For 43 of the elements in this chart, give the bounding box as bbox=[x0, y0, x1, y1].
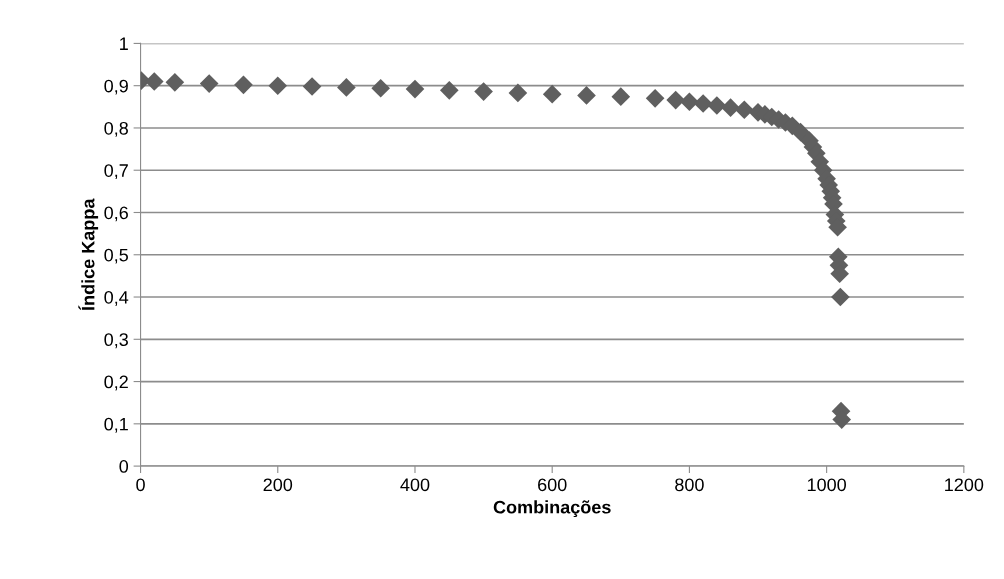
point bbox=[199, 74, 219, 93]
point bbox=[734, 100, 754, 120]
point bbox=[666, 90, 686, 110]
point bbox=[474, 82, 493, 101]
y-tick-label: 0,2 bbox=[104, 375, 128, 391]
x-axis-title: Combinações bbox=[493, 500, 611, 518]
y-tick-label: 1 bbox=[120, 37, 128, 50]
point bbox=[144, 72, 164, 91]
x-tick-label: 0 bbox=[136, 478, 145, 492]
x-tick-label: 200 bbox=[263, 478, 293, 492]
y-tick-label: 0,3 bbox=[104, 333, 128, 349]
point bbox=[721, 98, 740, 117]
point bbox=[405, 79, 425, 99]
point bbox=[371, 78, 390, 98]
x-tick-label: 1000 bbox=[807, 478, 847, 492]
point bbox=[337, 78, 356, 97]
point bbox=[577, 86, 596, 105]
point bbox=[645, 89, 665, 108]
y-tick-label: 0,7 bbox=[104, 164, 128, 180]
point bbox=[439, 81, 459, 100]
point bbox=[611, 87, 631, 106]
point bbox=[234, 75, 253, 95]
point bbox=[268, 76, 288, 96]
y-tick-label: 0,4 bbox=[104, 290, 129, 306]
x-tick-label: 800 bbox=[675, 478, 704, 492]
point bbox=[165, 72, 185, 92]
x-tick-label: 600 bbox=[538, 478, 567, 492]
y-tick-label: 0 bbox=[119, 460, 129, 473]
point bbox=[680, 92, 699, 112]
point bbox=[542, 84, 562, 104]
point bbox=[707, 96, 727, 115]
x-tick-label: 1200 bbox=[945, 478, 984, 492]
x-tick-label: 400 bbox=[400, 478, 430, 492]
y-tick-label: 0,8 bbox=[104, 121, 128, 137]
point bbox=[302, 77, 322, 96]
point bbox=[508, 83, 528, 103]
y-tick-label: 0,5 bbox=[104, 248, 128, 264]
y-tick-label: 0,6 bbox=[104, 206, 128, 222]
point bbox=[831, 287, 850, 307]
y-tick-label: 0,9 bbox=[104, 79, 128, 95]
y-tick-label: 0,1 bbox=[104, 417, 128, 433]
y-axis-title: Índice Kappa bbox=[78, 198, 99, 311]
point bbox=[693, 94, 713, 113]
